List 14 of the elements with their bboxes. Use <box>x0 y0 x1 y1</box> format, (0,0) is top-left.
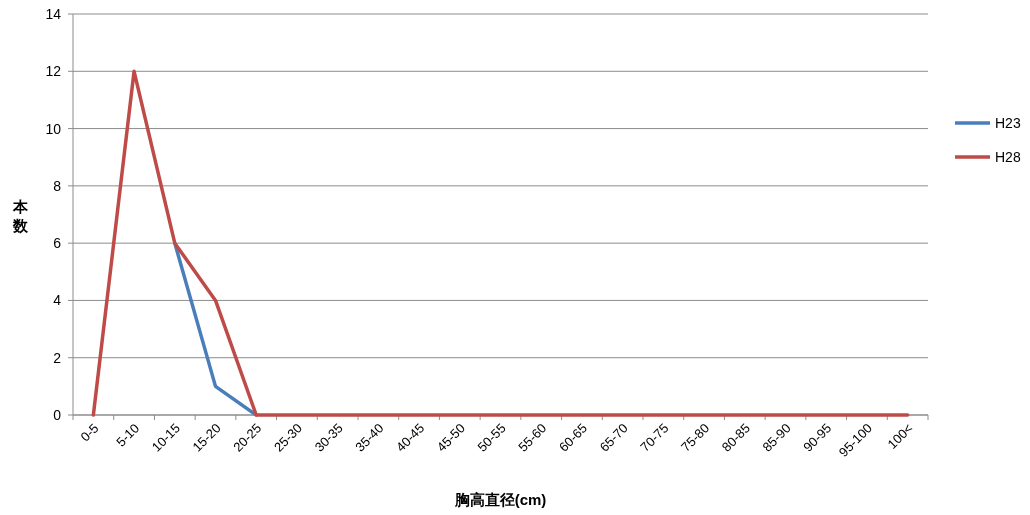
y-tick-label: 14 <box>45 6 62 22</box>
x-axis-title: 胸高直径(cm) <box>453 491 547 508</box>
y-tick-label: 6 <box>53 235 62 252</box>
y-tick-label: 12 <box>45 63 62 80</box>
legend-label: H23 <box>995 115 1021 131</box>
y-tick-label: 0 <box>53 407 62 423</box>
line-series <box>91 69 910 417</box>
y-tick-label: 2 <box>53 349 62 366</box>
x-tick-label: 0-5 <box>77 420 102 445</box>
legend-label: H28 <box>995 149 1021 165</box>
y-tick-label: 4 <box>53 292 62 309</box>
y-tick-label: 8 <box>53 177 62 194</box>
y-axis-title: 本数 <box>11 198 29 234</box>
y-tick-label: 10 <box>45 120 62 137</box>
